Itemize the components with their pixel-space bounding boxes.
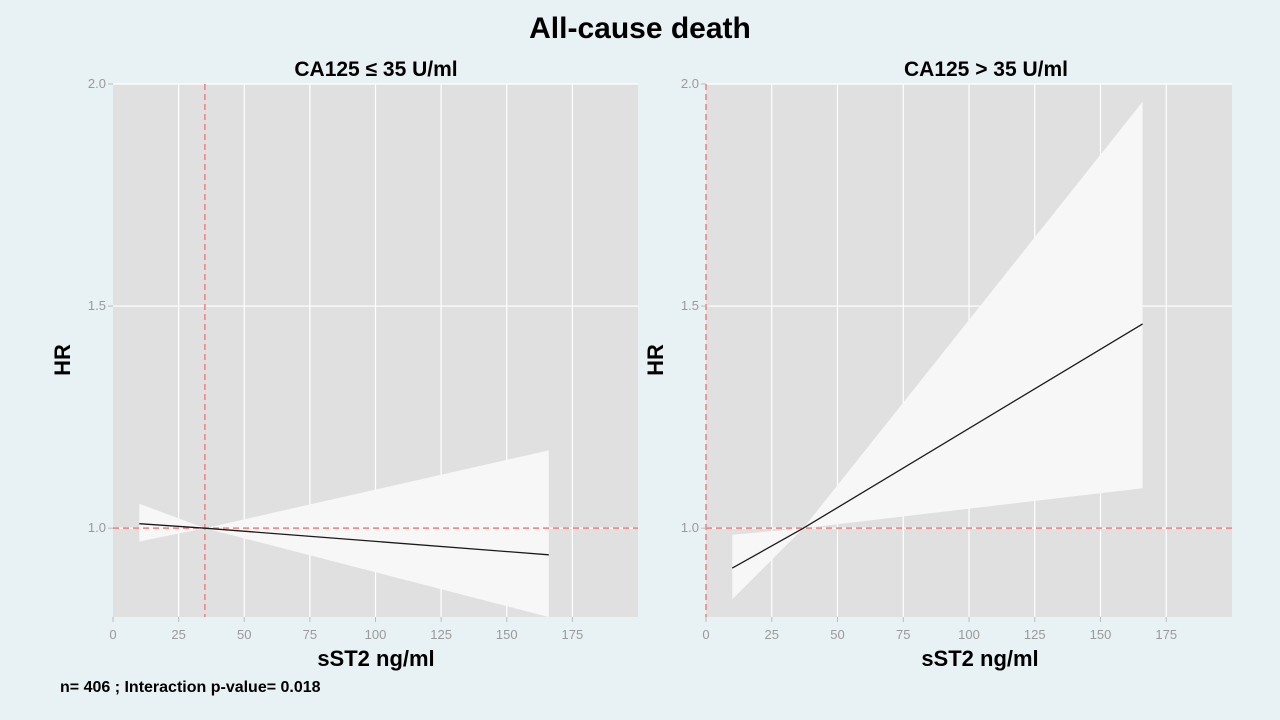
figure-title: All-cause death [529, 12, 751, 45]
panel-1-xtick-label-2: 50 [237, 627, 251, 642]
panel-2-xtick-label-4: 100 [958, 627, 980, 642]
panel-2-ytick-label-0: 1.0 [681, 520, 699, 535]
panel-1-ytick-label-0: 1.0 [88, 520, 106, 535]
panel-2-xlabel: sST2 ng/ml [921, 646, 1038, 671]
panel-2-xtick-label-2: 50 [830, 627, 844, 642]
panel-2-title: CA125 > 35 U/ml [904, 58, 1068, 81]
panel-1-xlabel: sST2 ng/ml [317, 646, 434, 671]
panel-1-hr-line [139, 523, 549, 556]
panel-2-ytick-label-2: 2.0 [681, 76, 699, 91]
panel-1-xtick-label-1: 25 [171, 627, 185, 642]
panel-2-xtick-label-1: 25 [765, 627, 779, 642]
panel-1-confidence-band [139, 450, 549, 617]
panel-1-xtick-label-4: 100 [365, 627, 387, 642]
panel-2-xtick-label-3: 75 [896, 627, 910, 642]
panel-2-ytick-label-1: 1.5 [681, 298, 699, 313]
panel-2-confidence-band [732, 101, 1143, 600]
panel-2-xtick-label-5: 125 [1024, 627, 1046, 642]
panel-1-xtick-label-3: 75 [303, 627, 317, 642]
footnote: n= 406 ; Interaction p-value= 0.018 [60, 679, 321, 696]
panel-1-ytick-label-2: 2.0 [88, 76, 106, 91]
panel-1-title: CA125 ≤ 35 U/ml [294, 58, 457, 81]
panel-2-xtick-label-7: 175 [1155, 627, 1177, 642]
panel-1-xtick-label-7: 175 [562, 627, 584, 642]
panel-1-ytick-label-1: 1.5 [88, 298, 106, 313]
panel-1-xtick-label-5: 125 [430, 627, 452, 642]
panel-2-hr-line [731, 323, 1143, 569]
panel-2-ylabel: HR [643, 344, 668, 376]
panel-1-xtick-label-6: 150 [496, 627, 518, 642]
panel-2-xtick-label-0: 0 [702, 627, 709, 642]
panel-1-ylabel: HR [50, 344, 75, 376]
panel-2-xtick-label-6: 150 [1090, 627, 1112, 642]
panel-1-xtick-label-0: 0 [109, 627, 116, 642]
